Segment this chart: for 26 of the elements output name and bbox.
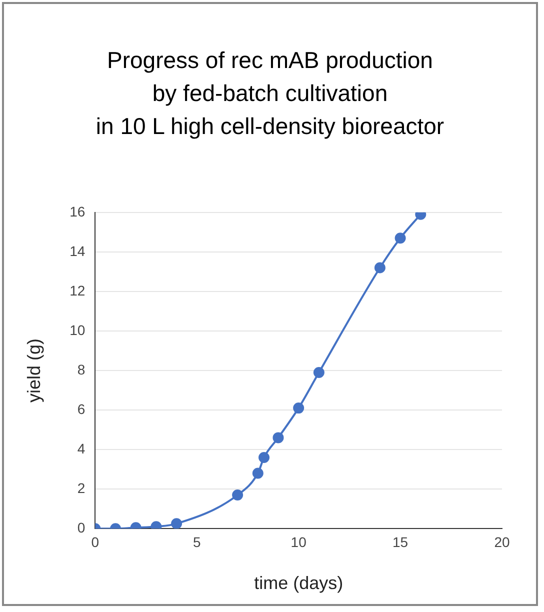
point bbox=[293, 402, 304, 414]
y-tick-label: 12 bbox=[70, 282, 86, 298]
y-tick-label: 2 bbox=[77, 480, 86, 496]
x-tick-label: 0 bbox=[91, 534, 100, 550]
chart-title: Progress of rec mAB production by fed-batch cultivation in 10 L high cell-density bioreactor bbox=[94, 46, 446, 141]
y-tick-label: 0 bbox=[77, 519, 86, 536]
point bbox=[252, 468, 264, 479]
point bbox=[232, 490, 244, 501]
y-tick-label: 16 bbox=[70, 203, 86, 220]
y-tick-label: 14 bbox=[70, 242, 86, 259]
y-tick-label: 10 bbox=[70, 322, 86, 338]
x-axis-title: time (days) bbox=[254, 573, 344, 594]
y-tick-label: 6 bbox=[77, 400, 86, 417]
point bbox=[374, 262, 386, 274]
point bbox=[272, 432, 284, 444]
x-tick-label: 5 bbox=[192, 534, 201, 550]
y-tick-label: 8 bbox=[77, 361, 86, 378]
x-tick-label: 15 bbox=[392, 534, 408, 550]
point bbox=[313, 366, 324, 378]
point bbox=[258, 452, 270, 463]
y-tick-label: 4 bbox=[77, 440, 86, 456]
y-axis-title: yield (g) bbox=[24, 338, 44, 403]
x-tick-label: 20 bbox=[494, 534, 510, 550]
point bbox=[171, 518, 182, 529]
x-tick-label: 10 bbox=[290, 534, 307, 550]
point bbox=[394, 232, 406, 244]
